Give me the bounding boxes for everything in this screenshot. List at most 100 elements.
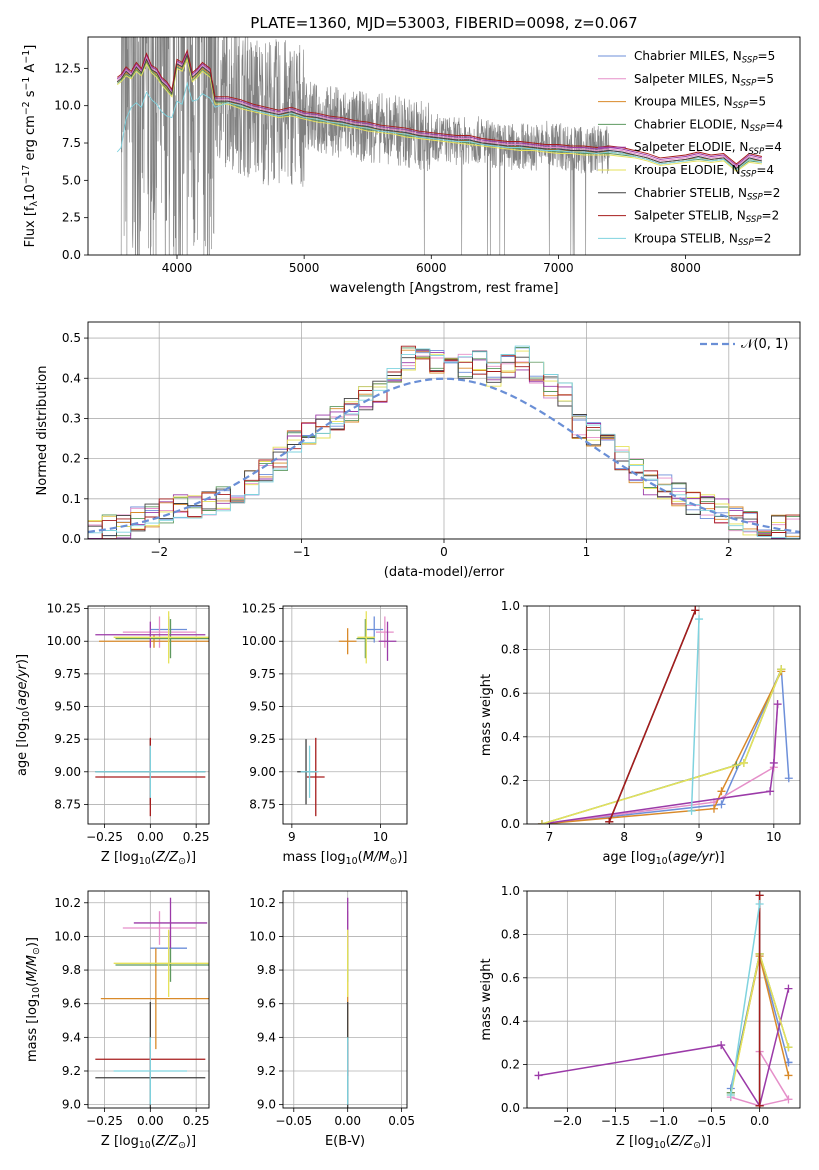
x-tick-label: 9	[695, 830, 703, 844]
model-line-8	[116, 81, 763, 171]
weight-marker	[691, 606, 700, 615]
y-tick-label: 9.4	[62, 1030, 81, 1044]
weight-marker	[709, 804, 718, 813]
weight-marker	[687, 806, 696, 815]
x-tick-label: −2.0	[553, 1114, 582, 1128]
x-tick-label: 2	[725, 545, 733, 559]
legend-label: Salpeter ELODIE, NSSP​=4	[634, 140, 782, 157]
chart-z-vs-age: −0.25 0.00 0.25 8.75 9.00 9.25 9.50 9.75 10.00 10…	[15, 602, 210, 867]
x-tick-label: 0.05	[388, 1114, 415, 1128]
weight-marker	[755, 1101, 764, 1108]
y-tick-label: 9.8	[62, 963, 81, 977]
weight-marker	[717, 787, 726, 796]
legend-label: Chabrier MILES, NSSP​=5	[634, 49, 775, 66]
x-axis-label: Z [log10​(Z/Z⊙​)]	[101, 850, 196, 867]
observed-spectrum	[120, 37, 610, 255]
y-tick-label: 10.0	[54, 929, 81, 943]
chart-z-vs-weight: −2.0 −1.5 −1.0 −0.5 0.0 0.0 0.2 0.4 0.6 0.8 1.0 Z […	[479, 884, 801, 1151]
legend-label: Kroupa STELIB, NSSP​=2	[634, 231, 771, 248]
model-line-1	[116, 51, 762, 168]
y-axis-label: mass [log10​(M/M⊙​)]	[25, 937, 42, 1062]
weight-marker	[537, 820, 546, 824]
y-tick-label: 10.0	[249, 929, 276, 943]
y-tick-label: 8.75	[54, 797, 81, 811]
x-tick-label: 0	[440, 545, 448, 559]
x-axis-label: age [log10​(age/yr)]	[602, 850, 724, 867]
x-tick-label: 10	[373, 830, 388, 844]
x-axis-label: Z [log10​(Z/Z⊙​)]	[616, 1134, 711, 1151]
legend-label: Chabrier ELODIE, NSSP​=4	[634, 117, 783, 134]
figure-title: PLATE=1360, MJD=53003, FIBERID=0098, z=0…	[250, 14, 637, 32]
weight-marker	[739, 758, 748, 767]
y-tick-label: 1.0	[501, 599, 520, 613]
x-tick-label: 0.25	[183, 1114, 210, 1128]
y-tick-label: 9.2	[62, 1064, 81, 1078]
y-tick-label: 0.5	[62, 331, 81, 345]
y-tick-label: 0.4	[62, 371, 81, 385]
x-tick-label: 7	[546, 830, 554, 844]
weight-line-7	[608, 610, 696, 823]
weight-marker	[766, 787, 775, 796]
legend: Chabrier MILES, NSSP​=5 Salpeter MILES, N…	[598, 49, 783, 248]
weight-marker	[784, 984, 793, 993]
y-tick-label: 0.2	[501, 1058, 520, 1072]
y-tick-label: 0.0	[62, 248, 81, 262]
x-tick-label: −1	[293, 545, 311, 559]
axes-frame	[282, 605, 408, 825]
y-axis-label: Normed distribution	[35, 366, 50, 496]
y-tick-label: 9.0	[62, 1098, 81, 1112]
y-tick-label: 9.50	[249, 700, 276, 714]
x-tick-label: 4000	[162, 261, 193, 275]
weight-marker	[534, 1071, 543, 1080]
x-axis-label: Z [log10​(Z/Z⊙​)]	[101, 1134, 196, 1151]
y-tick-label: 0.3	[62, 411, 81, 425]
y-tick-label: 0.1	[62, 492, 81, 506]
y-tick-label: 10.00	[242, 634, 276, 648]
y-tick-label: 9.00	[54, 765, 81, 779]
weight-marker	[717, 800, 726, 809]
plot-area	[527, 891, 800, 1108]
normal-curve	[88, 377, 800, 534]
y-tick-label: 0.0	[501, 1101, 520, 1115]
weight-marker	[755, 900, 764, 909]
y-tick-label: 0.4	[501, 1014, 520, 1028]
x-tick-label: 0.0	[750, 1114, 769, 1128]
y-tick-label: 9.0	[257, 1098, 276, 1112]
plot-area	[88, 606, 209, 824]
x-tick-label: −0.5	[697, 1114, 726, 1128]
plot-area	[527, 606, 800, 824]
y-tick-label: 5.0	[62, 173, 81, 187]
x-tick-label: 8	[620, 830, 628, 844]
chart-spectrum: Chabrier MILES, NSSP​=5 Salpeter MILES, N…	[21, 36, 801, 296]
chart-ebv-vs-mass: −0.05 0.00 0.05 9.0 9.2 9.4 9.6 9.8 10.0 10.2 E(B-…	[249, 890, 415, 1149]
weight-marker	[784, 1043, 793, 1052]
model-line-5	[116, 57, 762, 172]
y-tick-label: 9.75	[54, 667, 81, 681]
plot-area	[283, 891, 407, 1108]
x-tick-label: −1.0	[649, 1114, 678, 1128]
plot-area	[116, 37, 763, 255]
x-tick-label: 5000	[289, 261, 320, 275]
y-tick-label: 7.5	[62, 136, 81, 150]
chart-age-vs-weight: 7 8 9 10 0.0 0.2 0.4 0.6 0.8 1.0 age [log10​(age/y…	[479, 599, 801, 867]
y-tick-label: 0.8	[501, 927, 520, 941]
x-tick-label: 0.00	[137, 1114, 164, 1128]
y-tick-label: 0.6	[501, 686, 520, 700]
chart-z-vs-mass: −0.25 0.00 0.25 9.0 9.2 9.4 9.6 9.8 10.0 10.2 Z [l…	[25, 890, 210, 1151]
x-tick-label: 10	[766, 830, 781, 844]
weight-marker	[605, 817, 614, 824]
weight-marker	[784, 1095, 793, 1104]
axes-frame	[87, 605, 210, 825]
model-line-3	[116, 56, 762, 171]
weight-line-8	[690, 619, 700, 811]
weight-marker	[695, 615, 704, 624]
y-axis-label: Flux [fλ​10−17​ erg cm−2​ s−1​ A−1​]	[21, 45, 40, 248]
model-line-7	[116, 48, 763, 165]
y-tick-label: 0.0	[501, 817, 520, 831]
y-tick-label: 10.2	[54, 896, 81, 910]
weight-marker	[769, 758, 778, 767]
chart-mass-vs-age: 9 10 8.75 9.00 9.25 9.50 9.75 10.00 10.25 mass [l…	[242, 602, 408, 867]
axes-frame	[87, 890, 210, 1109]
weight-line-2	[541, 671, 782, 824]
x-axis-label: (data-model)/error	[384, 565, 505, 580]
